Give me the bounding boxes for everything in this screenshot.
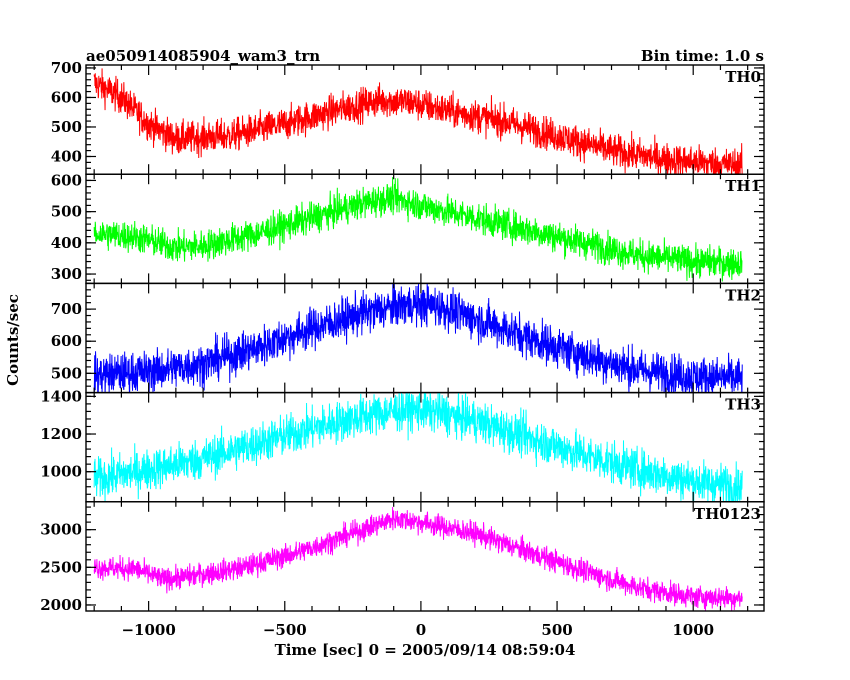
panel-label-th0123: TH0123 <box>694 505 761 523</box>
series-line-th3 <box>93 392 743 502</box>
y-tick-label: 600 <box>51 171 82 189</box>
x-tick-label: −1000 <box>121 621 175 639</box>
x-tick-label: −500 <box>263 621 307 639</box>
y-tick-label: 300 <box>51 265 82 283</box>
y-axis-label: Counts/sec <box>4 294 22 386</box>
y-tick-label: 500 <box>51 364 82 382</box>
bin-time-label: Bin time: 1.0 s <box>641 47 764 65</box>
y-tick-label: 500 <box>51 118 82 136</box>
x-tick-label: 500 <box>541 621 572 639</box>
panel-label-th1: TH1 <box>725 177 761 195</box>
y-tick-label: 2000 <box>40 596 82 614</box>
panel-th2: 500 600 700 TH2 <box>51 282 765 394</box>
y-tick-label: 2500 <box>40 558 82 576</box>
y-tick-label: 400 <box>51 234 82 252</box>
y-tick-label: 1400 <box>40 387 82 405</box>
series-line-th2 <box>93 283 743 393</box>
y-tick-label: 600 <box>51 332 82 350</box>
y-tick-label: 700 <box>51 59 82 77</box>
y-tick-label: 1200 <box>40 425 82 443</box>
y-tick-label: 3000 <box>40 521 82 539</box>
panel-th0: 400 500 600 700 TH0 <box>51 59 765 175</box>
y-tick-label: 400 <box>51 147 82 165</box>
x-tick-label: 0 <box>416 621 426 639</box>
panel-frame <box>85 173 765 285</box>
y-tick-label: 500 <box>51 203 82 221</box>
y-tick-label: 1000 <box>40 463 82 481</box>
panel-th0123: 2000 2500 3000 TH0123 <box>40 501 765 614</box>
series-line-th0123 <box>93 507 743 611</box>
panel-th1: 300 400 500 600 TH1 <box>51 171 765 285</box>
series-line-th1 <box>93 177 743 282</box>
panel-frame <box>85 501 765 612</box>
x-axis-label: Time [sec] 0 = 2005/09/14 08:59:04 <box>275 641 576 659</box>
y-tick-label: 700 <box>51 300 82 318</box>
chart-title: ae050914085904_wam3_trn <box>86 47 320 65</box>
panel-label-th3: TH3 <box>725 396 761 414</box>
panel-th3: 1000 1200 1400 TH3 <box>40 387 765 503</box>
x-tick-label: 1000 <box>672 621 714 639</box>
y-tick-label: 600 <box>51 88 82 106</box>
panels-group: 400 500 600 700 TH0 300 400 500 600 TH1 500 600 700 T… <box>40 59 765 639</box>
panel-label-th0: TH0 <box>725 68 761 86</box>
series-line-th0 <box>93 68 743 175</box>
panel-label-th2: TH2 <box>725 286 761 304</box>
